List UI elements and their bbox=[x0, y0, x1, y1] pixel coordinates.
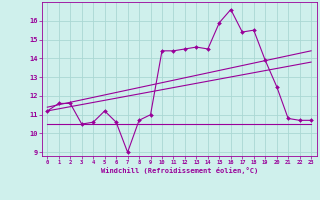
X-axis label: Windchill (Refroidissement éolien,°C): Windchill (Refroidissement éolien,°C) bbox=[100, 167, 258, 174]
